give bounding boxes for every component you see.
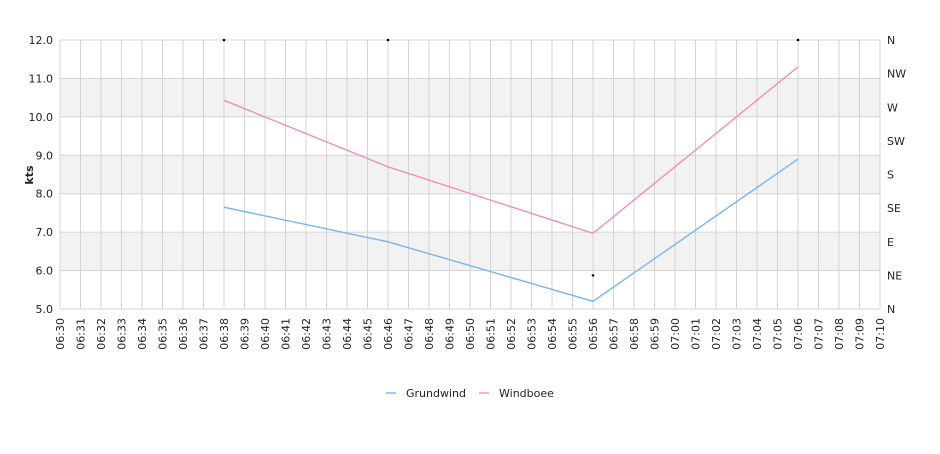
y-axis-label: kts — [23, 165, 36, 185]
x-tick-label: 06:48 — [423, 318, 436, 350]
direction-marker — [591, 274, 595, 277]
x-tick-label: 07:07 — [813, 318, 826, 350]
y2-tick-label: E — [887, 236, 894, 249]
x-tick-label: 06:50 — [464, 318, 477, 350]
y-tick-label: 6.0 — [36, 265, 54, 278]
x-tick-label: 07:06 — [792, 318, 805, 350]
y2-tick-label: SE — [887, 202, 901, 215]
y-tick-label: 10.0 — [29, 111, 54, 124]
x-tick-label: 07:10 — [874, 318, 887, 350]
x-tick-label: 07:00 — [669, 318, 682, 350]
x-tick-label: 06:41 — [280, 318, 293, 350]
x-tick-label: 06:58 — [628, 318, 641, 350]
y2-tick-label: NE — [887, 269, 902, 282]
x-tick-label: 06:33 — [116, 318, 129, 350]
x-tick-label: 06:36 — [177, 318, 190, 350]
x-tick-label: 07:03 — [731, 318, 744, 350]
x-tick-label: 06:54 — [546, 318, 559, 350]
y-tick-label: 11.0 — [29, 72, 54, 85]
legend-label: Grundwind — [406, 387, 466, 400]
x-tick-label: 06:30 — [54, 318, 67, 350]
x-tick-label: 06:31 — [75, 318, 88, 350]
x-tick-label: 06:59 — [649, 318, 662, 350]
x-tick-label: 06:37 — [198, 318, 211, 350]
direction-marker — [796, 38, 800, 42]
x-tick-label: 06:57 — [608, 318, 621, 350]
series-line — [223, 66, 799, 235]
x-tick-label: 06:47 — [403, 318, 416, 350]
x-tick-label: 07:08 — [833, 318, 846, 350]
legend-label: Windboee — [499, 387, 554, 400]
direction-marker — [386, 38, 390, 42]
x-tick-label: 06:51 — [485, 318, 498, 350]
series-line — [223, 158, 799, 302]
y2-tick-label: S — [887, 169, 894, 182]
y-tick-label: 9.0 — [36, 149, 54, 162]
x-tick-label: 06:53 — [526, 318, 539, 350]
x-tick-label: 07:04 — [751, 318, 764, 350]
x-tick-label: 07:09 — [854, 318, 867, 350]
x-tick-label: 06:52 — [505, 318, 518, 350]
y2-tick-label: N — [887, 303, 895, 316]
y2-tick-label: W — [887, 101, 898, 114]
direction-marker — [222, 38, 226, 42]
x-tick-label: 07:02 — [710, 318, 723, 350]
y-tick-label: 5.0 — [36, 303, 54, 316]
x-tick-label: 06:56 — [587, 318, 600, 350]
x-tick-label: 06:46 — [382, 318, 395, 350]
x-tick-label: 06:35 — [157, 318, 170, 350]
x-tick-label: 06:49 — [444, 318, 457, 350]
x-tick-label: 06:40 — [259, 318, 272, 350]
x-tick-label: 06:32 — [95, 318, 108, 350]
y-tick-label: 12.0 — [29, 34, 54, 47]
x-tick-label: 06:38 — [218, 318, 231, 350]
x-tick-label: 07:01 — [690, 318, 703, 350]
y2-tick-label: N — [887, 34, 895, 47]
y2-tick-label: SW — [887, 135, 905, 148]
x-tick-label: 06:34 — [136, 318, 149, 350]
x-tick-label: 06:55 — [567, 318, 580, 350]
x-tick-label: 06:44 — [341, 318, 354, 350]
x-tick-label: 07:05 — [772, 318, 785, 350]
x-tick-label: 06:43 — [321, 318, 334, 350]
x-tick-label: 06:42 — [300, 318, 313, 350]
y-tick-label: 7.0 — [36, 226, 54, 239]
x-tick-label: 06:45 — [362, 318, 375, 350]
y-tick-label: 8.0 — [36, 188, 54, 201]
y2-tick-label: NW — [887, 68, 906, 81]
x-tick-label: 06:39 — [239, 318, 252, 350]
